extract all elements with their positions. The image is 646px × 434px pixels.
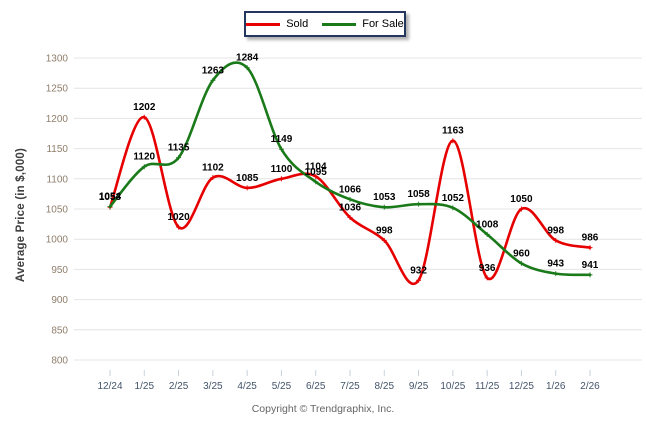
data-label: 998: [547, 225, 564, 236]
data-label: 1036: [339, 202, 362, 213]
x-tick-label: 11/25: [475, 381, 500, 392]
data-label: 1066: [339, 184, 362, 195]
chart-legend: Sold For Sale: [244, 11, 406, 37]
data-label: 998: [376, 225, 393, 236]
y-tick-label: 1050: [46, 205, 69, 216]
x-tick-label: 12/25: [509, 381, 534, 392]
data-label: 936: [479, 263, 496, 274]
x-tick-label: 1/26: [546, 381, 566, 392]
y-tick-label: 900: [51, 295, 68, 306]
data-label: 1020: [167, 212, 190, 223]
x-tick-label: 5/25: [272, 381, 292, 392]
y-tick-label: 1300: [46, 54, 69, 65]
y-tick-label: 800: [51, 356, 68, 367]
x-tick-label: 12/24: [97, 381, 122, 392]
x-tick-label: 3/25: [203, 381, 223, 392]
x-tick-label: 2/26: [580, 381, 600, 392]
y-tick-label: 1150: [46, 144, 68, 155]
data-label: 932: [410, 265, 427, 276]
data-label: 1120: [133, 152, 155, 163]
data-label: 1102: [202, 163, 224, 174]
data-label: 1263: [202, 65, 225, 76]
data-label: 1053: [373, 192, 396, 203]
data-label: 1284: [236, 53, 259, 64]
data-label: 943: [547, 259, 564, 270]
data-label: 1058: [407, 189, 430, 200]
y-tick-label: 850: [51, 325, 68, 336]
x-tick-label: 1/25: [135, 381, 155, 392]
y-tick-label: 1200: [46, 114, 69, 125]
data-label: 1163: [442, 126, 464, 137]
sold-line-swatch: [246, 22, 281, 26]
legend-item-for-sale: For Sale: [322, 18, 404, 30]
y-tick-label: 1250: [46, 84, 69, 95]
x-tick-label: 4/25: [237, 381, 257, 392]
data-label: 1050: [510, 194, 533, 205]
data-label: 1149: [271, 134, 293, 145]
for-sale-line: [108, 61, 592, 277]
legend-item-sold: Sold: [246, 18, 308, 30]
data-label: 941: [582, 260, 599, 271]
y-axis-title: Average Price (in $,000): [15, 147, 27, 283]
y-tick-label: 950: [51, 265, 68, 276]
data-label: 1202: [133, 102, 156, 113]
x-tick-label: 6/25: [306, 381, 326, 392]
data-label: 1052: [442, 193, 465, 204]
y-tick-label: 1100: [46, 174, 68, 185]
y-tick-label: 1000: [46, 235, 69, 246]
data-label: 1053: [99, 192, 122, 203]
for-sale-line-swatch: [322, 22, 357, 26]
data-label: 1104: [305, 161, 327, 172]
legend-label-for-sale: For Sale: [362, 18, 404, 30]
x-tick-label: 7/25: [340, 381, 360, 392]
data-label: 1054: [99, 192, 122, 203]
legend-label-sold: Sold: [286, 18, 309, 30]
x-tick-label: 2/25: [169, 381, 189, 392]
data-label: 1085: [236, 173, 259, 184]
data-label: 1095: [305, 167, 328, 178]
data-label: 1135: [168, 143, 190, 154]
data-label: 960: [513, 248, 530, 259]
data-label: 1100: [271, 164, 293, 175]
x-tick-label: 8/25: [375, 381, 395, 392]
price-trend-chart: 800 850 900 950 1000 1050 1100 1150 1200 1250 1300…: [46, 53, 642, 392]
data-label: 1008: [476, 219, 499, 230]
data-label: 986: [582, 233, 599, 244]
x-tick-label: 10/25: [440, 381, 465, 392]
copyright-text: Copyright © Trendgraphix, Inc.: [251, 403, 395, 415]
x-tick-label: 9/25: [409, 381, 429, 392]
